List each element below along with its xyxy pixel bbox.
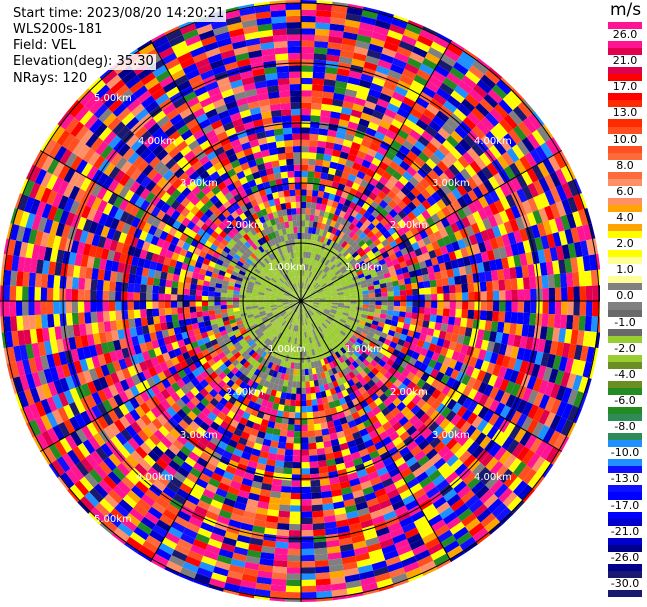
colorbar-tick-label: 1.0 (608, 264, 642, 277)
azimuth-spoke (300, 40, 452, 302)
colorbar-tick-label: -1.0 (608, 316, 642, 329)
range-label-3km: 3.00km (180, 430, 218, 441)
range-labels: 1.00km 1.00km 1.00km 1.00km 2.00km 2.00k… (94, 93, 552, 525)
range-label-1km: 1.00km (268, 262, 306, 273)
colorbar-tick-label: 17.0 (608, 81, 642, 94)
colorbar-tick-label: 0.0 (608, 290, 642, 303)
range-label-3km: 3.00km (432, 430, 470, 441)
colorbar-tick-label: -30.0 (608, 577, 642, 590)
azimuth-spoke (40, 150, 302, 302)
range-label-1km: 1.00km (345, 262, 383, 273)
colorbar-tick-label: 21.0 (608, 55, 642, 68)
range-label-2km: 2.00km (390, 387, 428, 398)
range-label-1km: 1.00km (345, 344, 383, 355)
colorbar-tick-label: -13.0 (608, 473, 642, 486)
range-label-4km: 4.00km (474, 136, 512, 147)
elevation-label: Elevation(deg): 35.30 (11, 54, 156, 70)
colorbar-tick-label: -8.0 (608, 421, 642, 434)
azimuth-spoke (300, 300, 562, 452)
field-label: Field: VEL (11, 38, 78, 54)
colorbar-tick-label: -21.0 (608, 525, 642, 538)
range-label-5km: 5.00km (514, 514, 552, 525)
colorbar-tick-label: 4.0 (608, 212, 642, 225)
range-label-4km: 4.00km (136, 472, 174, 483)
start-time-label: Start time: 2023/08/20 14:20:21 (11, 6, 227, 22)
range-label-3km: 3.00km (432, 178, 470, 189)
range-label-4km: 4.00km (138, 136, 176, 147)
colorbar-tick-label: -17.0 (608, 499, 642, 512)
colorbar-tick-label: -4.0 (608, 368, 642, 381)
azimuth-spoke (300, 150, 562, 302)
colorbar-tick-label: -26.0 (608, 551, 642, 564)
range-label-4km: 4.00km (474, 472, 512, 483)
azimuth-spoke (40, 300, 302, 452)
azimuth-spokes (0, 0, 600, 602)
range-label-2km: 2.00km (226, 387, 264, 398)
colorbar-tick-label: 13.0 (608, 107, 642, 120)
range-label-5km: 5.00km (94, 93, 132, 104)
colorbar-tick-label: 8.0 (608, 159, 642, 172)
colorbar-tick-label: 26.0 (608, 29, 642, 42)
range-label-3km: 3.00km (180, 178, 218, 189)
azimuth-spoke (150, 300, 302, 562)
azimuth-spoke (150, 40, 302, 302)
range-label-1km: 1.00km (268, 344, 306, 355)
colorbar-tick-label: -6.0 (608, 394, 642, 407)
colorbar-tick-label: -10.0 (608, 447, 642, 460)
colorbar-tick-label: 2.0 (608, 238, 642, 251)
range-label-2km: 2.00km (226, 220, 264, 231)
range-label-2km: 2.00km (390, 220, 428, 231)
velocity-ppi-display: 1.00km 1.00km 1.00km 1.00km 2.00km 2.00k… (0, 0, 600, 602)
range-label-5km: 5.00km (94, 514, 132, 525)
velocity-colorbar: 26.0 21.0 17.0 13.0 10.0 8.0 6.0 4.0 2.0 1.0 0.0 -1… (608, 22, 642, 598)
azimuth-spoke (300, 300, 452, 562)
colorbar-tick-label: 6.0 (608, 185, 642, 198)
colorbar-unit: m/s (610, 0, 642, 20)
colorbar-tick-label: -2.0 (608, 342, 642, 355)
instrument-label: WLS200s-181 (11, 22, 105, 38)
colorbar-tick-label: 10.0 (608, 133, 642, 146)
nrays-label: NRays: 120 (11, 71, 90, 87)
